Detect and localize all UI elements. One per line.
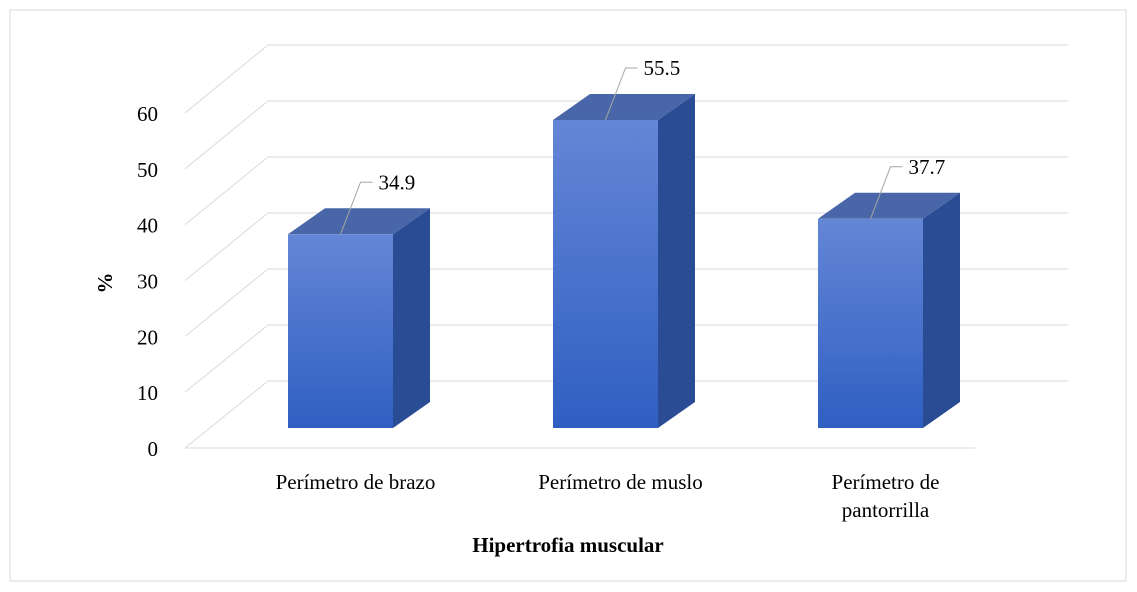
grid-line-side xyxy=(184,324,269,393)
y-axis-label: % xyxy=(93,273,117,294)
bar xyxy=(553,93,695,428)
chart-border xyxy=(9,9,1127,582)
bar-front xyxy=(818,218,923,428)
bar-front xyxy=(288,234,393,428)
x-axis-label: Hipertrofia muscular xyxy=(472,533,664,557)
grid-line-side xyxy=(184,100,269,170)
bar-side xyxy=(658,93,695,428)
x-tick-label: Perímetro de pantorrilla xyxy=(831,470,940,522)
grid-line-side xyxy=(184,212,269,281)
y-tick-label: 40 xyxy=(137,214,158,238)
bar-top xyxy=(553,93,695,120)
x-tick-label: Perímetro de brazo xyxy=(275,470,436,494)
y-tick-label: 20 xyxy=(137,325,158,349)
y-tick-label: 10 xyxy=(137,381,158,405)
data-label: 37.7 xyxy=(909,155,946,179)
data-label-leader xyxy=(605,67,638,121)
y-tick-label: 0 xyxy=(148,437,159,461)
y-tick-label: 50 xyxy=(137,158,158,182)
grid-line-side xyxy=(184,380,269,449)
grid-line-side xyxy=(184,44,269,114)
bar-top xyxy=(818,192,960,219)
grid-line-side xyxy=(184,268,269,337)
bar-side xyxy=(393,208,430,428)
grid-line-side xyxy=(184,156,269,226)
bar xyxy=(818,192,960,428)
data-label-leader xyxy=(870,166,903,219)
bar xyxy=(288,208,430,428)
bar-top xyxy=(288,208,430,235)
x-tick-label: Perímetro de muslo xyxy=(538,470,703,494)
data-label: 55.5 xyxy=(644,56,681,80)
y-tick-label: 30 xyxy=(137,270,158,294)
y-tick-label: 60 xyxy=(137,102,158,126)
data-label-leader xyxy=(340,181,373,235)
data-label: 34.9 xyxy=(379,170,416,194)
bar-side xyxy=(923,192,960,428)
bar-front xyxy=(553,119,658,428)
